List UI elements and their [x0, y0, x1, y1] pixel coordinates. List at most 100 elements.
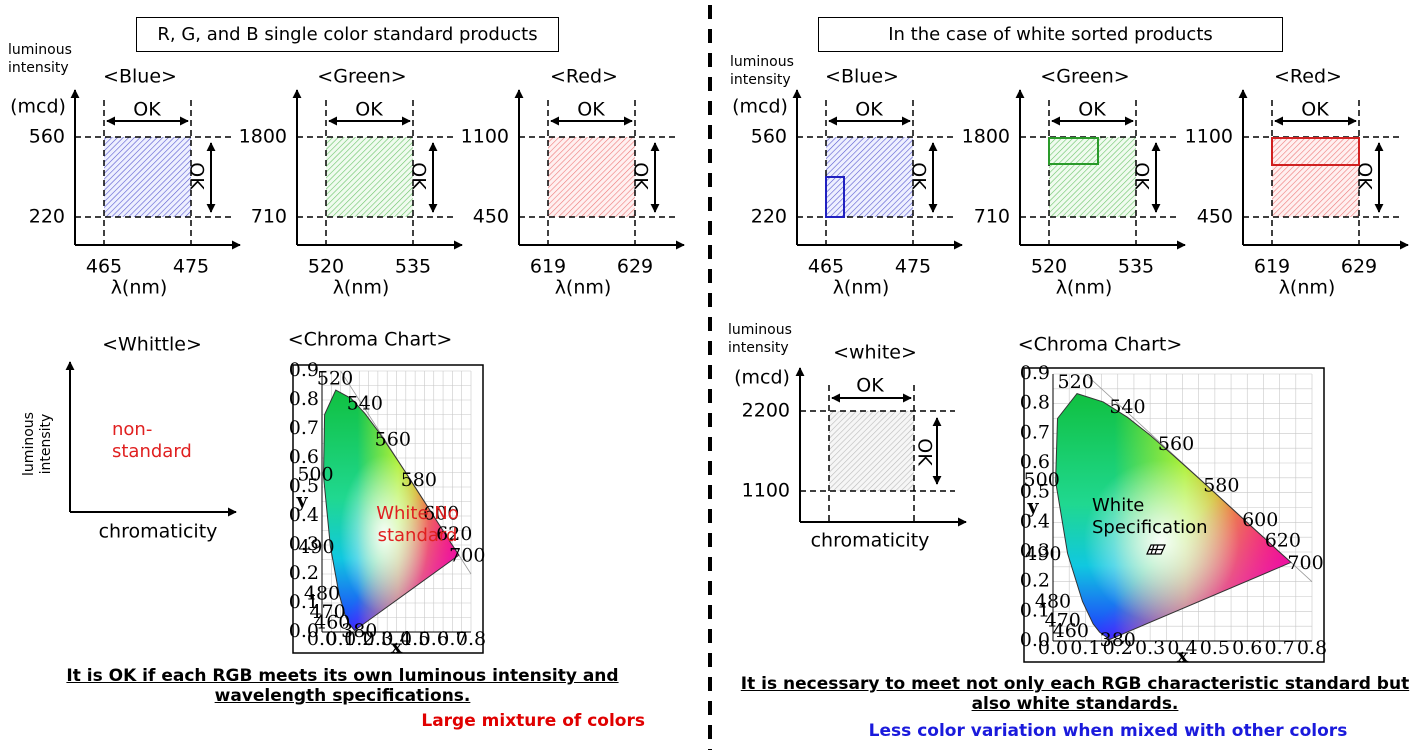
- chart-tick: 0.8: [1297, 637, 1327, 659]
- panel-label: <Whittle>: [102, 334, 202, 356]
- chart-tick: 0.8: [289, 388, 319, 410]
- x-value: 629: [1341, 256, 1377, 278]
- panel-label: <Green>: [317, 66, 406, 88]
- ok-label: OK: [1078, 99, 1106, 121]
- x-axis-label: chromaticity: [99, 521, 218, 543]
- wavelength-label: 380: [341, 620, 377, 642]
- chart-tick: 0.7: [1265, 637, 1295, 659]
- wavelength-label: 580: [1203, 475, 1239, 497]
- ok-label: OK: [914, 438, 936, 466]
- x-axis-label: λ(nm): [333, 277, 390, 299]
- summary: It is OK if each RGB meets its own lumin…: [20, 666, 665, 707]
- x-axis-label: λ(nm): [1279, 277, 1336, 299]
- unit-label: (mcd): [732, 96, 788, 118]
- panel-label: <Red>: [1274, 66, 1342, 88]
- ok-label: OK: [133, 99, 161, 121]
- spec-area: [104, 137, 191, 217]
- chart-tick: 0.8: [456, 628, 486, 650]
- chart-axis-label: y: [1026, 496, 1039, 518]
- axis-label: luminous intensity: [728, 321, 808, 357]
- wavelength-label: 580: [401, 469, 437, 491]
- wavelength-label: 520: [1058, 371, 1094, 393]
- note: White No standard: [370, 503, 465, 547]
- chart-tick: 0.9: [1020, 362, 1050, 384]
- x-axis-label: λ(nm): [111, 277, 168, 299]
- chart-tick: 0.7: [1020, 421, 1050, 443]
- unit-label: (mcd): [10, 96, 66, 118]
- section-title: In the case of white sorted products: [818, 17, 1283, 52]
- axis-label: luminous intensity: [8, 41, 88, 77]
- wavelength-label: 500: [1024, 469, 1060, 491]
- y-axis-label: luminous intensity: [21, 404, 55, 484]
- chart-tick: 0.2: [1020, 570, 1050, 592]
- wavelength-label: 600: [1242, 509, 1278, 531]
- wavelength-label: 560: [1158, 433, 1194, 455]
- ok-label: OK: [1301, 99, 1329, 121]
- ok-label: OK: [577, 99, 605, 121]
- x-axis-label: λ(nm): [1056, 277, 1113, 299]
- wavelength-label: 560: [375, 429, 411, 451]
- note: non-standard: [112, 419, 202, 463]
- spec-area: [1049, 137, 1136, 217]
- unit-label: (mcd): [734, 367, 790, 389]
- chart-tick: 0.2: [289, 562, 319, 584]
- chart-tick: 0.6: [1232, 637, 1262, 659]
- y-value: 560: [29, 126, 65, 148]
- page: OKOK<Blue>560220465475λ(nm)(mcd)OKOK<Gre…: [0, 0, 1418, 750]
- wavelength-label: 520: [317, 368, 353, 390]
- x-axis-label: chromaticity: [811, 530, 930, 552]
- wavelength-label: 540: [1109, 396, 1145, 418]
- chart-tick: 0.8: [1020, 392, 1050, 414]
- ok-label: OK: [630, 162, 652, 190]
- diagram: OKOK<Blue>560220465475λ(nm)(mcd)OKOK<Gre…: [0, 0, 1418, 750]
- y-value: 1100: [742, 480, 790, 502]
- y-value: 1800: [962, 126, 1010, 148]
- panel-label: <white>: [833, 342, 917, 364]
- ok-label: OK: [855, 99, 883, 121]
- chart-axis-label: x: [391, 636, 403, 658]
- chart-tick: 0.5: [1200, 637, 1230, 659]
- ok-label: OK: [908, 162, 930, 190]
- spec-area: [326, 137, 413, 217]
- spec-area: [1272, 137, 1359, 217]
- wavelength-label: 490: [1025, 543, 1061, 565]
- ok-label: OK: [355, 99, 383, 121]
- spec-area: [829, 411, 914, 491]
- y-value: 220: [751, 206, 787, 228]
- wavelength-label: 620: [1265, 530, 1301, 552]
- wavelength-label: 700: [449, 545, 485, 567]
- x-value: 520: [1031, 256, 1067, 278]
- chart-axis-label: x: [1177, 645, 1189, 667]
- remark: Less color variation when mixed with oth…: [818, 721, 1398, 741]
- x-value: 619: [1254, 256, 1290, 278]
- x-axis-label: λ(nm): [555, 277, 612, 299]
- y-value: 1800: [239, 126, 287, 148]
- y-value: 450: [473, 206, 509, 228]
- x-value: 619: [530, 256, 566, 278]
- y-value: 1100: [461, 126, 509, 148]
- chart-axis-label: y: [295, 490, 308, 512]
- chart-tick: 0.0: [1020, 629, 1050, 651]
- panel-label: <Red>: [550, 66, 618, 88]
- axis-label: luminous intensity: [730, 53, 810, 89]
- chart-tick: 0.7: [289, 417, 319, 439]
- section-title: R, G, and B single color standard produc…: [136, 17, 559, 52]
- wavelength-label: 490: [298, 536, 334, 558]
- ok-label: OK: [408, 162, 430, 190]
- wavelength-label: 460: [1053, 620, 1089, 642]
- remark: Large mixture of colors: [300, 711, 645, 731]
- wavelength-label: 380: [1100, 629, 1136, 651]
- y-value: 710: [974, 206, 1010, 228]
- ok-label: OK: [856, 375, 884, 397]
- panel-label: <Chroma Chart>: [1018, 334, 1183, 356]
- ok-label: OK: [1131, 162, 1153, 190]
- y-value: 710: [251, 206, 287, 228]
- ok-label: OK: [186, 162, 208, 190]
- x-value: 475: [173, 256, 209, 278]
- wavelength-label: 500: [297, 463, 333, 485]
- note: White Specification: [1092, 495, 1222, 539]
- wavelength-label: 700: [1287, 552, 1323, 574]
- y-value: 1100: [1185, 126, 1233, 148]
- chart-tick: 0.9: [289, 359, 319, 381]
- x-value: 475: [895, 256, 931, 278]
